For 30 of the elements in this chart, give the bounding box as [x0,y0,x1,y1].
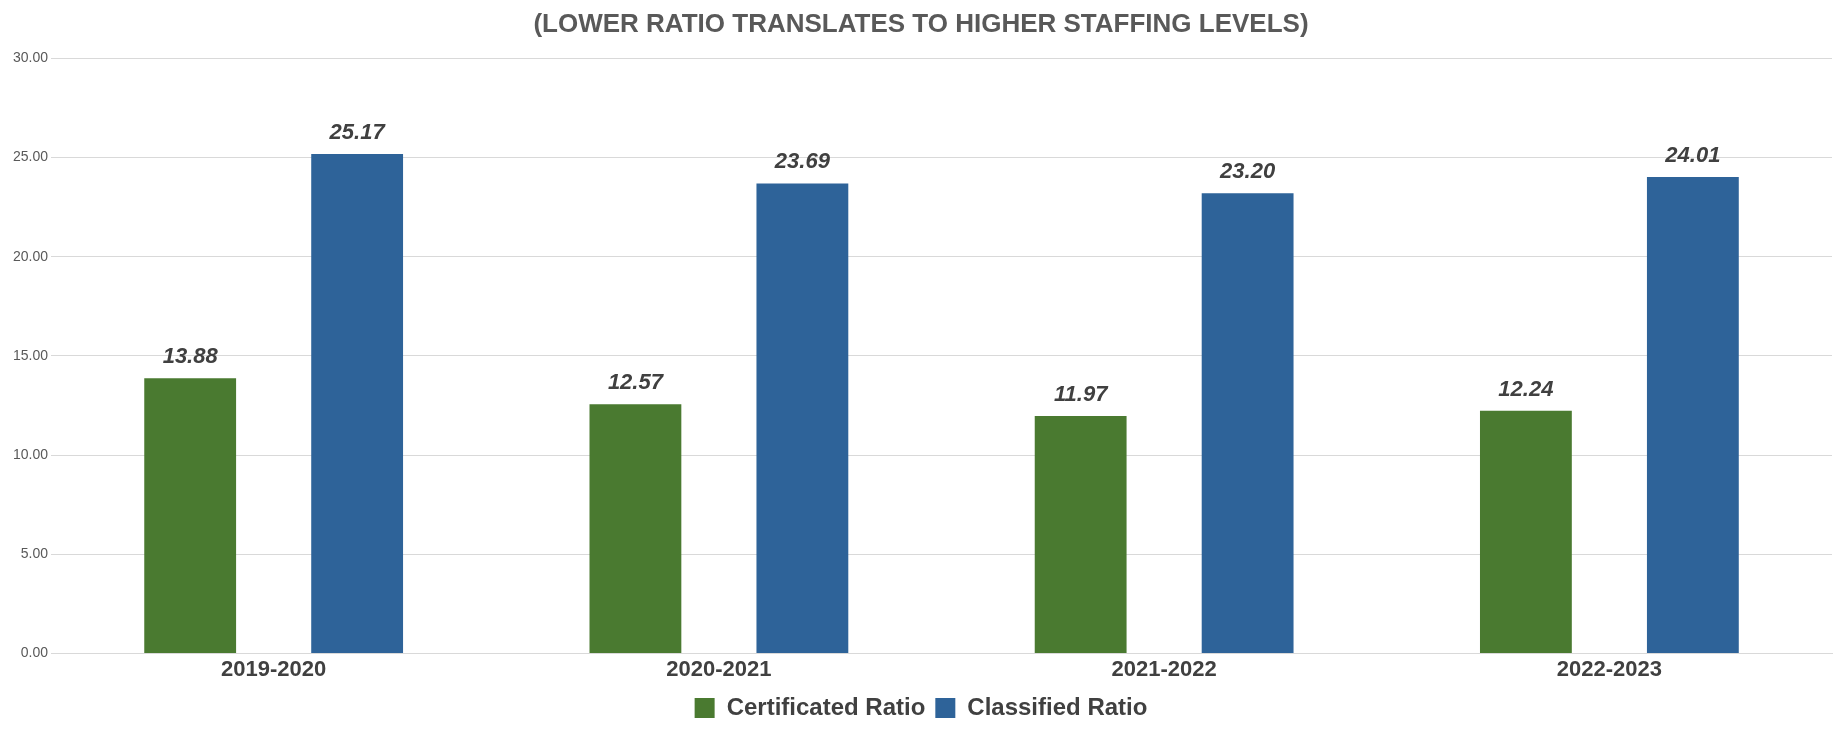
data-label: 13.88 [162,343,219,369]
bar [1201,193,1294,654]
y-tick-label: 5.00 [20,545,49,562]
y-tick-label: 30.00 [12,49,49,66]
x-tick-label: 2019-2020 [221,655,327,681]
bar [1646,177,1739,654]
y-tick-label: 15.00 [12,346,49,363]
y-tick-label: 20.00 [12,247,49,264]
bar [311,154,404,654]
x-tick-label: 2020-2021 [666,655,772,681]
y-tick-label: 25.00 [12,148,49,165]
bar [1034,416,1127,654]
data-label: 23.20 [1219,158,1276,184]
data-label: 24.01 [1664,142,1721,168]
data-label: 12.57 [607,369,665,395]
x-tick-label: 2022-2023 [1556,655,1662,681]
data-label: 23.69 [773,148,831,174]
data-label: 11.97 [1053,381,1110,407]
bar [756,183,849,654]
bar [1479,410,1572,654]
bar [589,404,682,654]
y-tick-label: 0.00 [20,644,49,661]
x-tick-label: 2021-2022 [1111,655,1217,681]
legend-label: Certificated Ratio [726,692,926,720]
chart-title: (LOWER RATIO TRANSLATES TO HIGHER STAFFING LEVELS) [533,7,1309,38]
y-tick-label: 10.00 [12,445,49,462]
bar [144,378,237,654]
data-label: 25.17 [328,119,387,145]
legend-label: Classified Ratio [967,692,1148,720]
data-label: 12.24 [1498,375,1554,401]
